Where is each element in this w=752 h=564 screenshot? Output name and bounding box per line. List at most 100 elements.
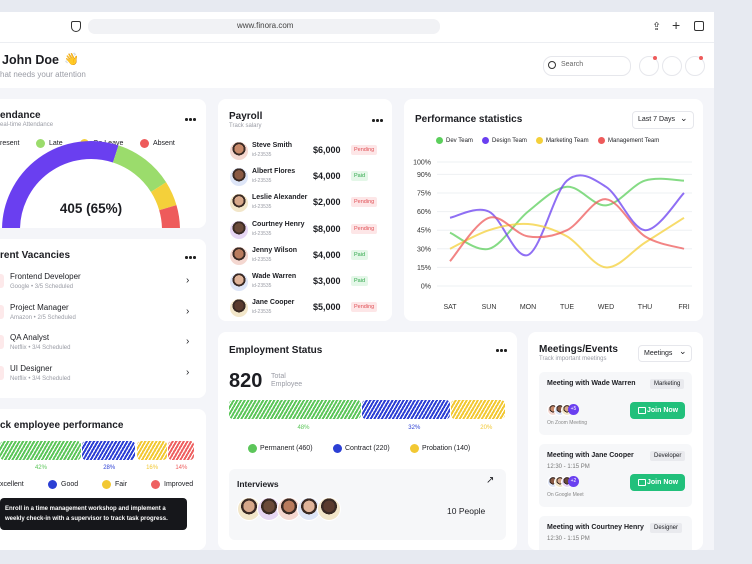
x-tick-label: FRI — [678, 304, 689, 311]
card-title: endance — [0, 110, 41, 121]
legend-label: Design Team — [492, 137, 527, 144]
employee-name: Jane Cooper — [252, 299, 295, 307]
address-bar[interactable] — [88, 19, 440, 34]
job-icon — [0, 335, 4, 349]
employee-id: id-23535 — [252, 178, 272, 185]
url: www.finora.com — [237, 21, 294, 30]
more-button[interactable] — [185, 256, 197, 260]
expand-icon[interactable]: ↗ — [486, 475, 495, 486]
amount: $2,000 — [313, 197, 341, 208]
employee-id: id-23535 — [252, 204, 272, 211]
chevron[interactable]: › — [186, 336, 190, 347]
join-button[interactable]: Join Now — [630, 402, 685, 419]
header — [0, 43, 714, 88]
legend-dot — [482, 137, 489, 144]
chevron[interactable]: › — [186, 305, 190, 317]
legend-dot — [536, 137, 543, 144]
card-title: Payroll — [229, 111, 263, 122]
avatar — [229, 219, 249, 240]
employee-name: Leslie Alexander — [252, 194, 308, 202]
notification-button[interactable] — [685, 56, 705, 76]
card-title: rent Vacancies — [0, 250, 71, 261]
job-title: QA Analyst — [10, 333, 50, 342]
legend-label: Management Team — [608, 137, 660, 144]
employee-id: id-23535 — [252, 283, 272, 289]
dot — [500, 349, 503, 352]
meeting-platform: On Zoom Meeting — [547, 420, 588, 426]
join-label: Join Now — [647, 406, 679, 414]
filter-label: Last 7 Days — [638, 116, 675, 123]
card-title: Performance statistics — [415, 114, 523, 125]
legend-dot — [598, 137, 605, 144]
dot — [185, 256, 188, 259]
job-icon — [0, 365, 4, 380]
job-title: Frontend Developer — [10, 272, 81, 281]
x-tick-label: SAT — [443, 304, 457, 311]
meetings-card: Meetings/Events Track important meetings M… — [528, 332, 703, 550]
status-badge: Paid — [351, 249, 369, 260]
bar-segment — [81, 441, 136, 460]
legend-label: Probation (140) — [422, 445, 471, 452]
amount: $8,000 — [313, 223, 341, 234]
filter-dropdown[interactable]: Meetings ⌄ — [638, 345, 692, 362]
meeting-tag: Developer — [650, 451, 686, 461]
tabs-icon[interactable] — [694, 21, 704, 31]
meeting-item: Meeting with Jane Cooper 12:30 - 1:15 PM D… — [539, 444, 692, 507]
more-button[interactable] — [496, 349, 508, 353]
job-meta: Amazon • 2/5 Scheduled — [10, 314, 76, 321]
new-tab-icon[interactable]: + — [672, 17, 681, 33]
amount: $3,000 — [313, 276, 341, 286]
line-series — [449, 177, 685, 251]
card-subtitle: eal-time Attendance — [0, 122, 54, 128]
meeting-tag: Marketing — [650, 379, 685, 389]
filter-label: Meetings — [644, 349, 673, 357]
interviews-box: Interviews ↗ 10 People — [229, 469, 506, 540]
user-name: John Doe — [2, 53, 59, 67]
meeting-tag: Designer — [650, 523, 683, 533]
y-tick-label: 15% — [417, 265, 431, 272]
avatar — [229, 272, 249, 292]
join-button[interactable]: Join Now — [630, 474, 685, 491]
search-placeholder: Search — [561, 61, 584, 68]
job-icon — [0, 274, 4, 288]
gauge-segment — [112, 145, 167, 193]
job-icon — [0, 304, 4, 319]
bar-label: 14% — [175, 465, 188, 471]
card-title: Meetings/Events — [539, 344, 618, 355]
more-button[interactable] — [185, 118, 197, 122]
job-meta: Netflix • 3/4 Scheduled — [10, 345, 71, 351]
search-icon — [548, 61, 556, 69]
chevron[interactable]: › — [186, 366, 190, 378]
avatar — [229, 245, 249, 266]
amount: $4,000 — [313, 249, 341, 260]
filter-dropdown[interactable]: Last 7 Days ⌄ — [632, 111, 694, 129]
chevron: ⌄ — [680, 113, 688, 123]
more-button[interactable] — [372, 119, 384, 123]
settings-button[interactable] — [639, 56, 659, 76]
more-attendees: +5 — [568, 404, 579, 415]
search-box[interactable] — [543, 56, 631, 76]
vacancies-card: rent Vacancies Frontend Developer Google •… — [0, 239, 206, 398]
legend-label: Good — [61, 481, 79, 488]
card-subtitle: Track important meetings — [539, 356, 607, 362]
line-series — [449, 198, 685, 262]
y-tick-label: 100% — [413, 160, 431, 167]
interviews-count: 10 People — [447, 506, 486, 516]
meeting-time: 12:30 - 1:15 PM — [547, 464, 590, 470]
x-tick-label: SUN — [482, 304, 497, 311]
x-tick-label: MON — [520, 304, 536, 311]
y-tick-label: 75% — [417, 191, 431, 198]
dot — [193, 118, 196, 121]
employee-id: id-23535 — [252, 256, 272, 263]
chevron[interactable]: › — [186, 275, 190, 286]
video-icon — [638, 479, 646, 486]
info-button[interactable] — [662, 56, 682, 76]
total-label: Total Employee — [271, 373, 303, 388]
legend-dot — [248, 444, 257, 453]
legend-label: resent — [0, 140, 20, 147]
employee-id: id-23535 — [252, 152, 272, 158]
employee-id: id-23535 — [252, 309, 272, 316]
share-icon[interactable]: ⇪ — [652, 21, 662, 33]
meeting-platform: On Google Meet — [547, 492, 584, 498]
